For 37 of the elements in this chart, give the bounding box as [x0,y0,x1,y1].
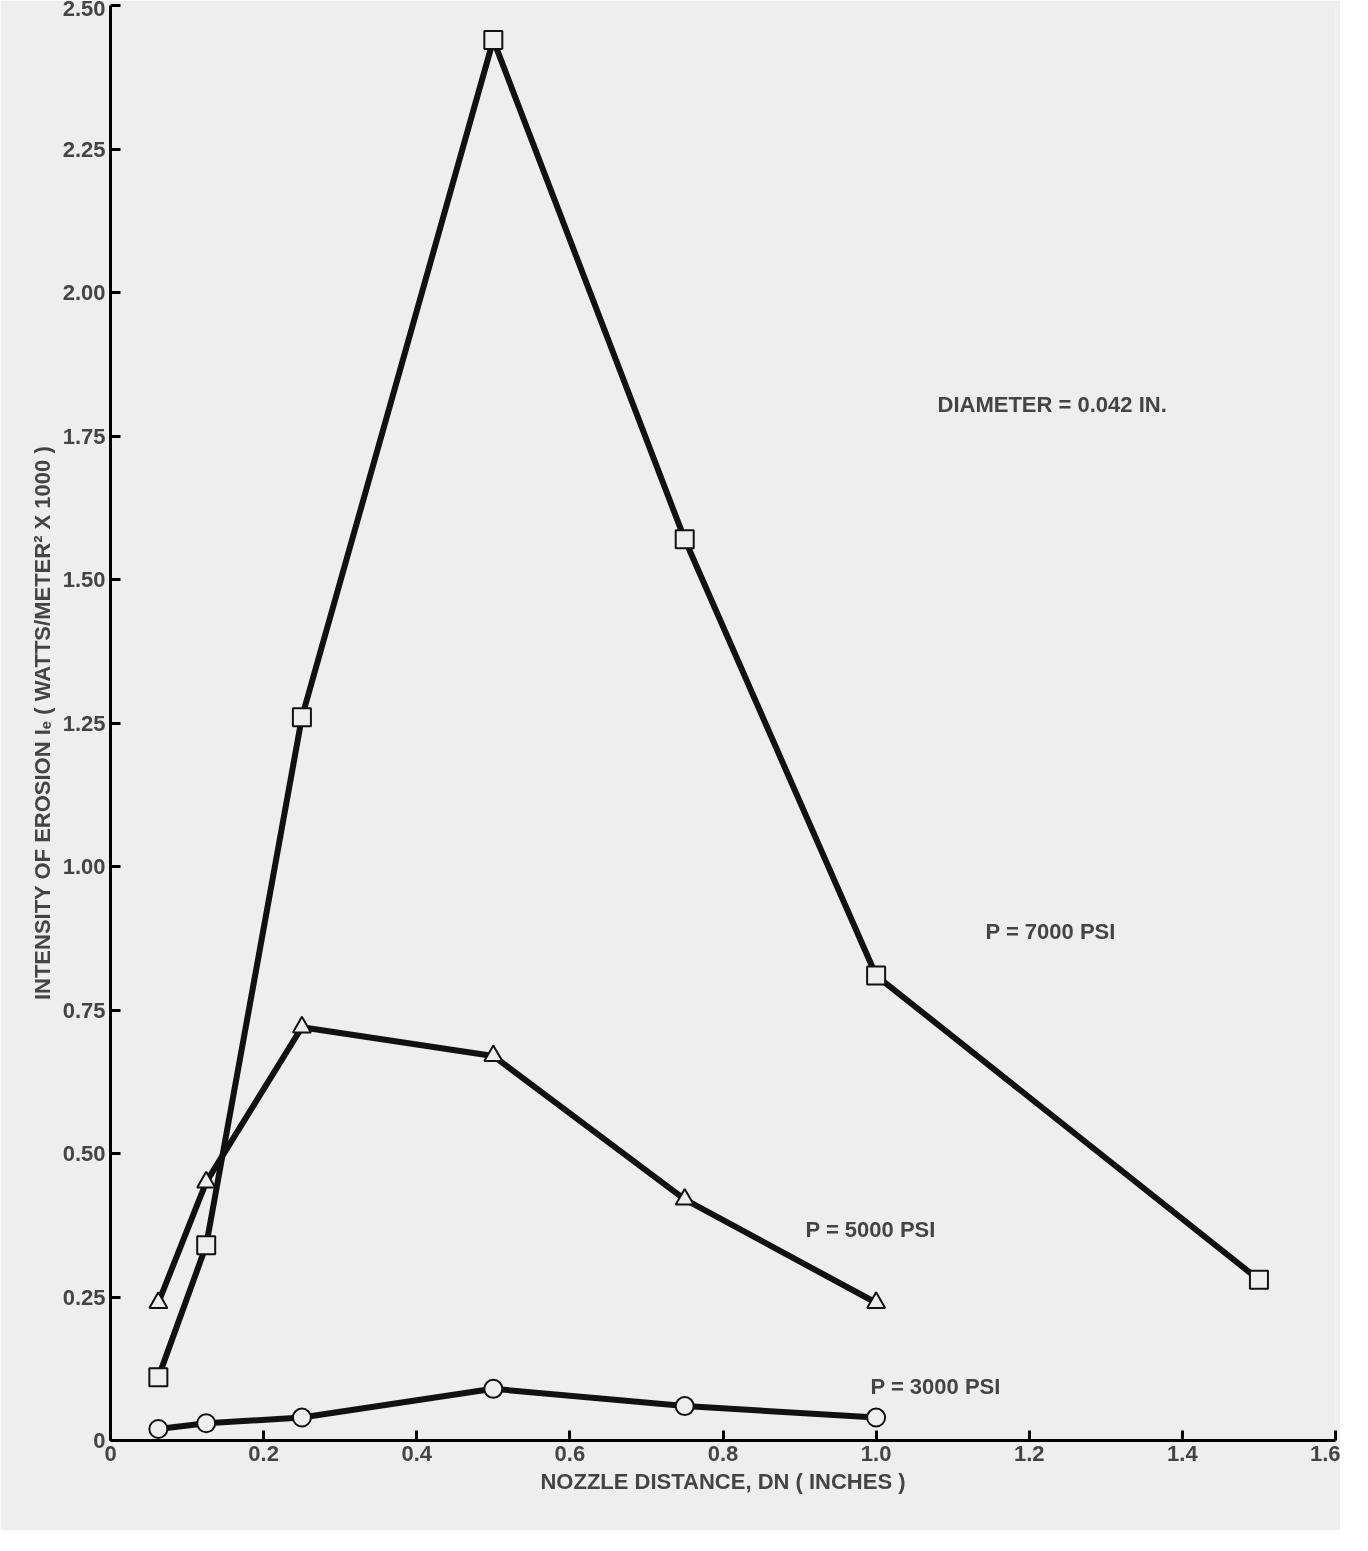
point [196,1235,217,1256]
y-tick-label: 2.25 [62,136,106,162]
annotation: P = 7000 PSI [985,918,1116,944]
x-tick-label: 1.4 [1167,1440,1199,1466]
x-tick-label: 0.4 [401,1440,433,1466]
point [1248,1269,1269,1290]
y-tick-label: 1.50 [62,567,106,592]
y-tick-label: 1.00 [62,854,106,879]
x-tick-label: 1.6 [1309,1440,1341,1466]
annotation: P = 5000 PSI [805,1216,936,1242]
point [291,1407,312,1428]
x-tick-label: 0.2 [248,1440,279,1466]
point [196,1413,217,1434]
point [148,1419,169,1439]
point [483,1378,504,1399]
y-tick-label: 0.75 [62,997,106,1023]
y-tick-label: 2.50 [62,0,106,21]
y-tick-label: 0.25 [62,1284,106,1310]
point [674,1396,695,1417]
point [291,707,312,728]
point [483,29,504,50]
y-tick-label: 1.75 [62,423,106,449]
y-tick-label: 0.50 [62,1141,106,1166]
x-tick-label: 0.6 [554,1440,586,1466]
x-tick-label: 0.8 [707,1440,739,1466]
x-axis-title: NOZZLE DISTANCE, DN ( INCHES ) [540,1468,906,1494]
y-axis-title: INTENSITY OF EROSION Iₑ ( WATTS/METER² X 1000 ) [29,446,55,1001]
annotation: DIAMETER = 0.042 IN. [937,391,1167,417]
point [866,1407,887,1428]
y-tick-label: 2.00 [62,280,106,305]
annotation: P = 3000 PSI [870,1373,1001,1399]
point [148,1367,169,1388]
y-tick-label: 1.25 [62,710,106,736]
x-tick-label: 1.0 [860,1440,892,1466]
point [866,965,887,986]
point [674,529,695,550]
x-tick-label: 1.2 [1013,1440,1045,1466]
